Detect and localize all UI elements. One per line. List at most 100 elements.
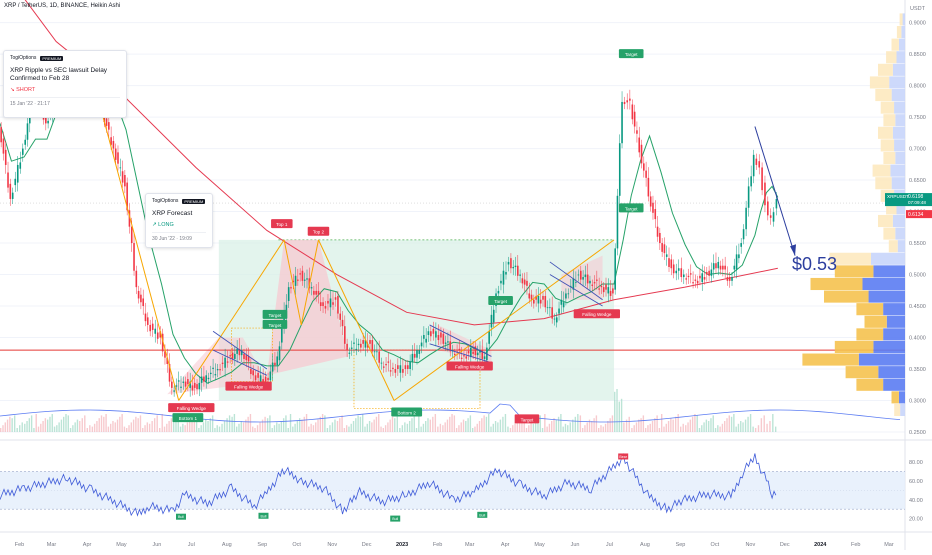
volume-profile-bar	[864, 315, 887, 328]
volume-bar	[368, 421, 371, 432]
candle-body	[344, 326, 346, 344]
last-symbol-label: XRPUSDT	[887, 194, 909, 199]
volume-bar	[618, 401, 621, 432]
candle-body	[128, 210, 131, 227]
volume-bar	[233, 414, 236, 432]
candle-body	[177, 380, 180, 382]
time-tick-label: Feb	[15, 542, 24, 548]
volume-bar	[179, 426, 182, 432]
volume-profile-bar	[883, 378, 905, 391]
candle-body	[767, 201, 769, 216]
pattern-line	[283, 239, 302, 326]
volume-bar	[518, 416, 521, 432]
volume-bar	[303, 416, 305, 432]
target-label: Target	[269, 323, 282, 328]
candle-body	[638, 137, 641, 153]
candle-body	[173, 390, 175, 392]
candle-body	[154, 328, 157, 334]
candle-body	[198, 382, 201, 390]
candle-body	[602, 287, 605, 293]
volume-bar	[13, 415, 16, 432]
idea-card-short[interactable]: TogiOptions PREMIUM XRP Ripple vs SEC law…	[3, 50, 127, 118]
volume-bar	[121, 414, 123, 432]
candle-body	[427, 331, 430, 336]
candle-body	[224, 357, 226, 368]
candle-body	[389, 370, 392, 372]
volume-bar	[502, 416, 504, 432]
candle-body	[257, 372, 259, 378]
candle-body	[303, 279, 306, 281]
volume-bar	[625, 419, 628, 432]
time-tick-label: Sep	[257, 542, 267, 548]
idea-title: XRP Forecast	[152, 210, 193, 217]
time-tick-label: 2023	[396, 542, 408, 548]
bottom-1-label: Bottom 1	[179, 416, 198, 421]
rsi-signal-label: Bull	[178, 515, 184, 519]
volume-bar	[315, 422, 317, 432]
volume-bar	[238, 423, 240, 432]
volume-profile-bar	[829, 252, 871, 265]
candle-body	[584, 274, 587, 278]
candle-body	[728, 277, 731, 281]
volume-bar	[631, 428, 633, 432]
candle-body	[682, 274, 685, 278]
price-tick-label: 0.4000	[909, 336, 926, 342]
candle-body	[502, 270, 505, 285]
candle-body	[687, 275, 690, 278]
idea-card-long[interactable]: TogiOptions PREMIUM XRP Forecast ↗ LONG 3…	[145, 193, 213, 248]
rsi-signal-bg	[258, 512, 269, 519]
candle-body	[110, 137, 112, 145]
volume-bar	[551, 421, 553, 432]
volume-bar	[754, 428, 757, 432]
volume-bar	[126, 428, 128, 432]
candle-body	[645, 170, 647, 178]
rsi-tick-label: 80.00	[909, 460, 923, 466]
falling-wedge-label: Falling Wedge	[177, 406, 207, 411]
rsi-line	[0, 453, 777, 517]
volume-profile-bar	[892, 63, 905, 76]
volume-bar	[730, 416, 733, 432]
volume-profile-bar	[883, 227, 896, 240]
candle-body	[382, 366, 385, 368]
candle-body	[492, 309, 495, 323]
volume-bar	[76, 419, 79, 432]
volume-profile-bar	[878, 214, 893, 228]
candle-body	[735, 254, 738, 270]
volume-profile-bar	[869, 76, 890, 89]
candle-body	[453, 353, 456, 356]
time-tick-label: May	[534, 542, 545, 548]
candle-body	[346, 343, 348, 351]
volume-bar	[670, 418, 672, 432]
volume-bar	[123, 426, 126, 432]
price-tick-label: 0.4500	[909, 304, 926, 310]
volume-bar	[200, 425, 202, 432]
volume-bar	[343, 428, 346, 432]
volume-bar	[707, 421, 710, 432]
candle-body	[430, 331, 432, 337]
candle-body	[680, 268, 683, 278]
volume-bar	[195, 415, 198, 432]
volume-bar	[285, 415, 287, 432]
volume-bar	[665, 423, 667, 432]
volume-bar	[33, 428, 35, 432]
volume-bar	[44, 418, 47, 432]
candle-body	[708, 270, 710, 276]
price-tick-label: 0.3500	[909, 367, 926, 373]
volume-bar	[74, 422, 76, 432]
falling-wedge-label-bg	[168, 403, 215, 413]
volume-profile-bar	[894, 101, 905, 114]
candle-body	[409, 361, 411, 370]
idea-title: XRP Ripple vs SEC lawsuit Delay Confirme…	[10, 67, 108, 82]
volume-bar	[597, 428, 600, 432]
volume-bar	[394, 418, 396, 432]
volume-bar	[680, 426, 682, 432]
candle-body	[699, 275, 701, 279]
candle-body	[332, 302, 334, 305]
candle-body	[243, 353, 245, 359]
price-tick-label: 0.3000	[909, 399, 926, 405]
volume-profile-bar	[856, 378, 884, 391]
volume-bar	[345, 425, 348, 432]
candle-body	[371, 340, 374, 352]
candle-body	[600, 285, 603, 288]
